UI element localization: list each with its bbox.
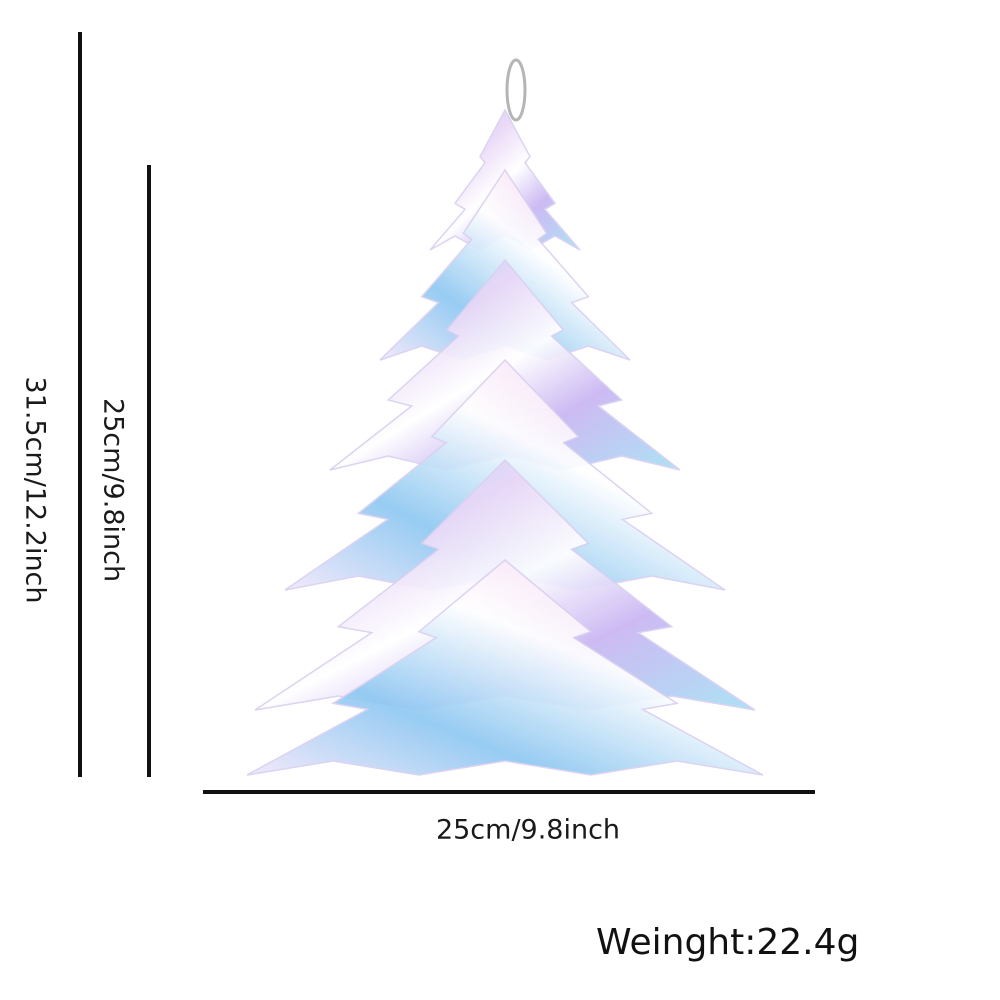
weight-label: Weinght:22.4g xyxy=(596,922,859,963)
hanger-loop xyxy=(505,58,527,122)
total-height-label: 31.5cm/12.2inch xyxy=(20,376,51,603)
tree xyxy=(246,108,764,776)
tree-height-label: 25cm/9.8inch xyxy=(98,398,129,582)
tree-tier xyxy=(246,559,764,776)
width-label: 25cm/9.8inch xyxy=(436,815,620,846)
width-line xyxy=(203,790,815,794)
tree-height-line xyxy=(147,165,151,777)
total-height-line xyxy=(78,32,82,777)
